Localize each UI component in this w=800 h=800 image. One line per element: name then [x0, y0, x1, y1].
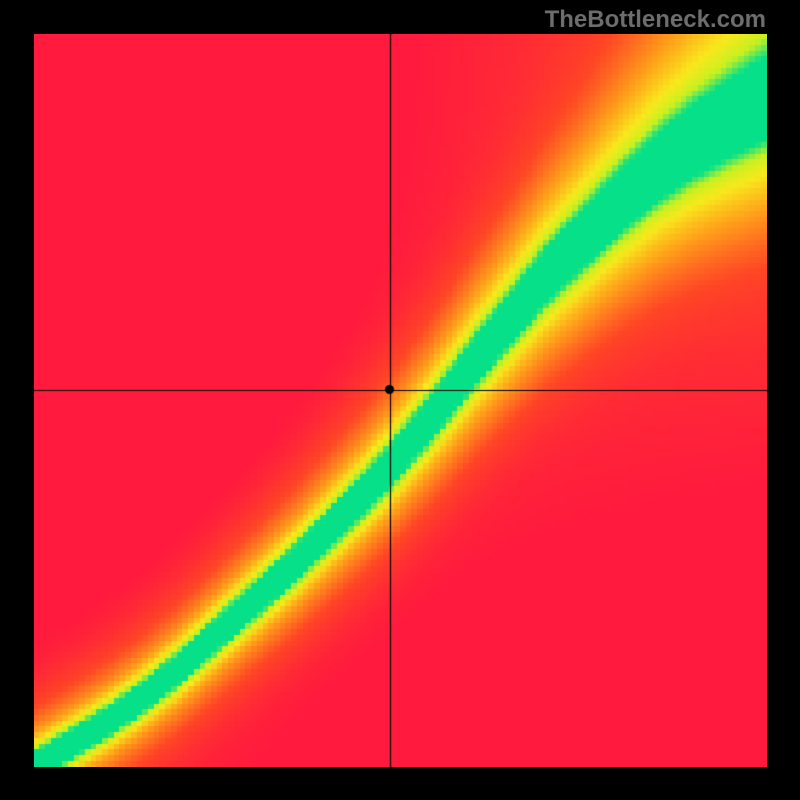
- bottleneck-heatmap: [34, 34, 767, 767]
- chart-frame: TheBottleneck.com: [0, 0, 800, 800]
- watermark-text: TheBottleneck.com: [545, 6, 766, 34]
